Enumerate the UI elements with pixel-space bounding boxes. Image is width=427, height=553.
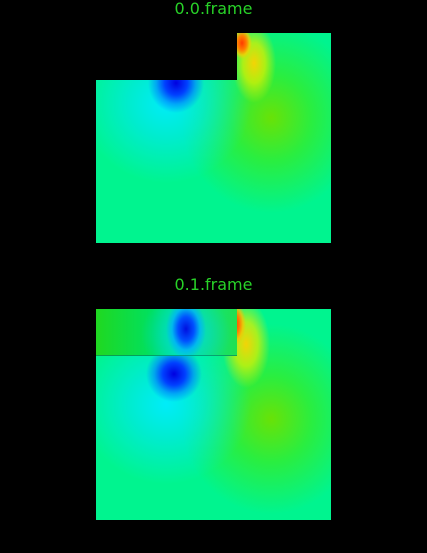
frame-1-top-strip: [96, 309, 237, 356]
frame-0-empty-notch: [96, 33, 237, 80]
frame-1-heatmap: [96, 309, 331, 520]
frame-0-title: 0.0.frame: [0, 0, 427, 18]
frame-0-heatmap: [96, 33, 331, 243]
frame-1-strip-edge: [96, 355, 237, 356]
frame-1-title: 0.1.frame: [0, 276, 427, 294]
